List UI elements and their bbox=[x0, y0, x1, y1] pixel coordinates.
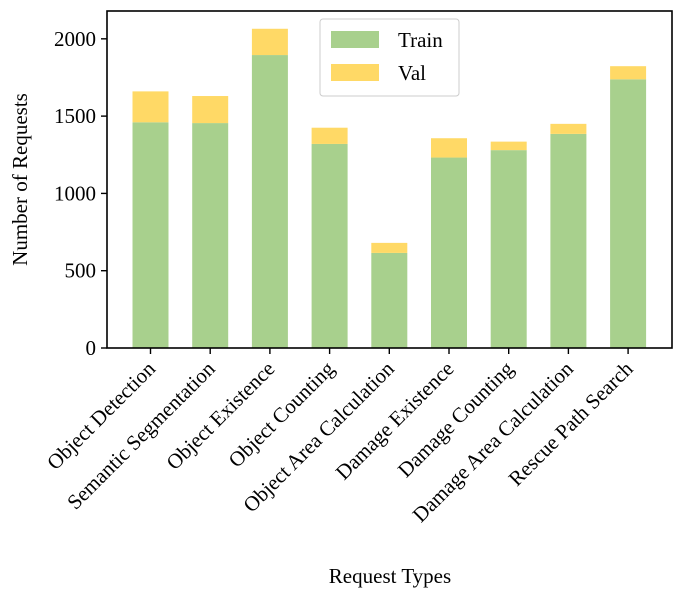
bar-train-3 bbox=[311, 143, 348, 348]
bar-train-1 bbox=[192, 123, 229, 349]
x-tick-label-2: Object Existence bbox=[161, 357, 279, 475]
legend: Train Val bbox=[319, 18, 460, 97]
bar-val-0 bbox=[132, 91, 169, 123]
y-tick-label-1: 500 bbox=[65, 259, 97, 283]
bar-val-2 bbox=[251, 28, 288, 56]
bar-val-1 bbox=[192, 96, 229, 124]
bar-train-5 bbox=[431, 157, 467, 348]
y-tick-label-3: 1500 bbox=[54, 104, 96, 128]
legend-label-val: Val bbox=[398, 61, 426, 85]
plot-frame bbox=[106, 10, 673, 349]
bars-layer bbox=[132, 28, 647, 349]
bar-train-8 bbox=[610, 79, 647, 349]
x-axis-title: Request Types bbox=[329, 564, 451, 588]
bar-train-2 bbox=[251, 55, 288, 348]
y-tick-label-0: 0 bbox=[86, 336, 97, 360]
bar-train-6 bbox=[490, 150, 527, 348]
y-tick-label-2: 1000 bbox=[54, 181, 96, 205]
bar-val-5 bbox=[431, 138, 467, 158]
bar-val-6 bbox=[490, 141, 527, 151]
bar-train-4 bbox=[371, 252, 408, 348]
y-axis: 0 500 1000 1500 2000 bbox=[54, 27, 107, 360]
bar-train-0 bbox=[132, 122, 169, 348]
bar-val-7 bbox=[550, 123, 587, 134]
y-tick-label-4: 2000 bbox=[54, 27, 96, 51]
y-axis-title: Number of Requests bbox=[8, 93, 32, 266]
legend-label-train: Train bbox=[398, 28, 443, 52]
bar-val-8 bbox=[610, 66, 647, 80]
bar-train-7 bbox=[550, 133, 587, 348]
legend-swatch-val bbox=[331, 64, 379, 81]
x-tick-label-3: Object Counting bbox=[224, 356, 340, 472]
bar-val-4 bbox=[371, 242, 408, 253]
bar-val-3 bbox=[311, 127, 348, 144]
legend-swatch-train bbox=[331, 31, 379, 48]
